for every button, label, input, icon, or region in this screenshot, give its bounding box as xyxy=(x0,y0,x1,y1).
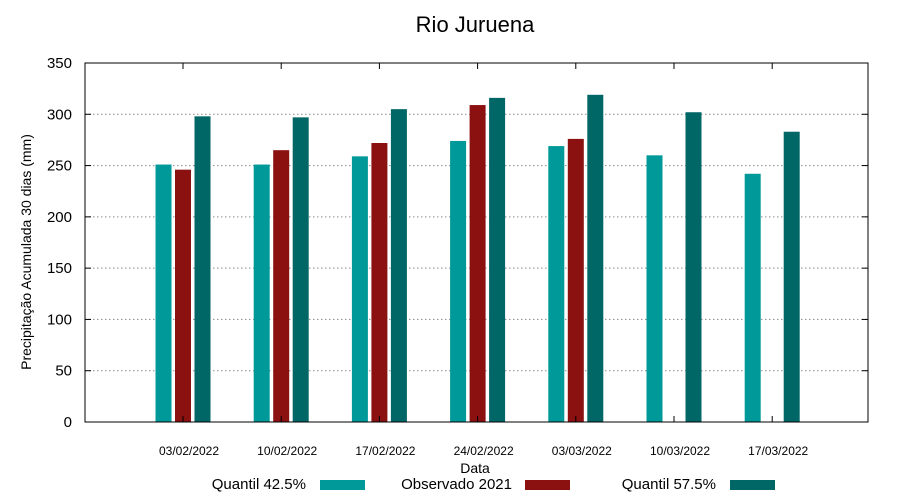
bar xyxy=(155,164,172,422)
bars xyxy=(155,94,800,423)
bar xyxy=(450,140,467,422)
bar xyxy=(783,131,800,423)
y-ticks: 0 50 100 150 200 250 300 350 xyxy=(47,55,868,431)
bar xyxy=(175,169,191,422)
y-tick-label: 0 xyxy=(64,414,72,431)
x-ticks: 03/02/2022 10/02/2022 17/02/2022 24/02/2022… xyxy=(159,63,809,458)
y-tick-label: 300 xyxy=(47,106,72,123)
bar xyxy=(646,155,663,423)
y-axis-title: Precipitação Acumulada 30 dias (mm) xyxy=(18,134,34,370)
legend-swatch xyxy=(320,480,365,490)
legend-swatch xyxy=(525,480,570,490)
legend-label: Observado 2021 xyxy=(401,476,512,493)
x-tick-label: 03/03/2022 xyxy=(552,444,612,458)
bar xyxy=(489,97,506,423)
legend: Quantil 42.5% Observado 2021 Quantil 57.5% xyxy=(212,476,775,493)
bar xyxy=(685,112,702,422)
legend-label: Quantil 57.5% xyxy=(622,476,716,493)
x-tick-label: 17/02/2022 xyxy=(355,444,415,458)
bar xyxy=(194,116,211,422)
x-axis-title: Data xyxy=(460,460,490,476)
bar xyxy=(253,164,270,422)
bar xyxy=(273,150,290,422)
bar xyxy=(351,156,368,422)
bar xyxy=(371,143,388,422)
bar xyxy=(390,109,407,423)
x-tick-label: 03/02/2022 xyxy=(159,444,219,458)
bar xyxy=(469,105,486,422)
y-tick-label: 250 xyxy=(47,158,72,175)
bar xyxy=(292,117,309,422)
x-tick-label: 17/03/2022 xyxy=(748,444,808,458)
y-tick-label: 150 xyxy=(47,260,72,277)
x-tick-label: 10/03/2022 xyxy=(650,444,710,458)
bar xyxy=(744,173,761,422)
x-tick-label: 10/02/2022 xyxy=(257,444,317,458)
y-tick-label: 100 xyxy=(47,311,72,328)
bar xyxy=(587,94,604,422)
chart-title: Rio Juruena xyxy=(416,12,535,37)
y-tick-label: 350 xyxy=(47,55,72,72)
y-tick-label: 200 xyxy=(47,209,72,226)
x-tick-label: 24/02/2022 xyxy=(454,444,514,458)
plot-frame xyxy=(84,62,869,423)
legend-swatch xyxy=(730,480,775,490)
y-tick-label: 50 xyxy=(55,363,72,380)
bar xyxy=(567,138,584,422)
gridlines xyxy=(85,113,868,372)
bar xyxy=(548,146,565,422)
legend-label: Quantil 42.5% xyxy=(212,476,306,493)
